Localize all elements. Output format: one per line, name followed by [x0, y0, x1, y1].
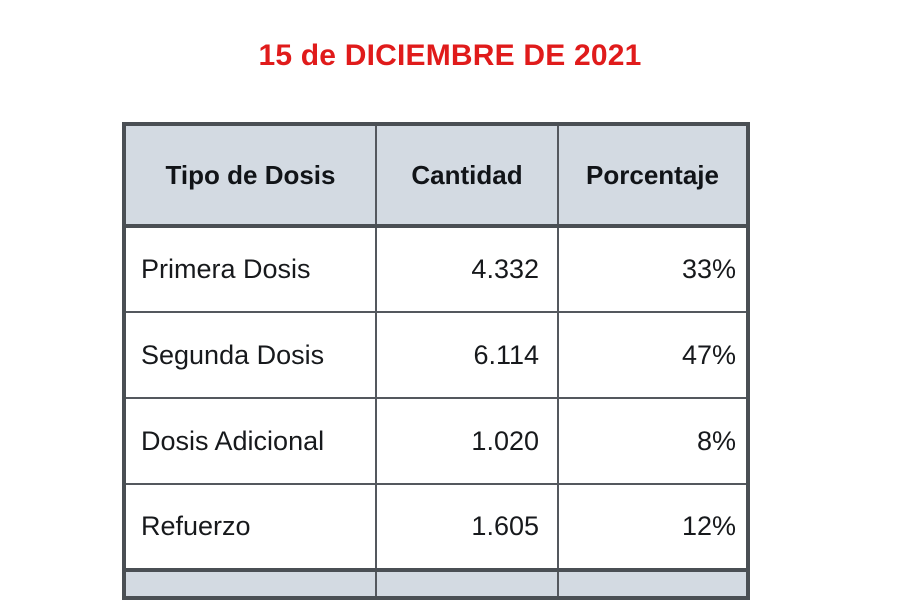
page-title: 15 de DICIEMBRE DE 2021: [258, 39, 642, 72]
cell-cantidad: 1.020: [376, 398, 559, 485]
cell-porcentaje-total: [558, 568, 746, 596]
cell-tipo: Primera Dosis: [126, 226, 377, 313]
table-body: Primera Dosis 4.332 33% Segunda Dosis 6.…: [126, 226, 746, 596]
column-header-porcentaje: Porcentaje: [558, 126, 746, 228]
table-header: Tipo de Dosis Cantidad Porcentaje: [126, 126, 746, 228]
cell-porcentaje: 8%: [558, 398, 746, 485]
column-header-tipo-de-dosis: Tipo de Dosis: [126, 126, 377, 228]
cell-cantidad: 4.332: [376, 226, 559, 313]
cell-cantidad: 6.114: [376, 312, 559, 399]
cell-cantidad-total: [376, 568, 559, 596]
cell-porcentaje: 33%: [558, 226, 746, 313]
table-row: Primera Dosis 4.332 33%: [126, 226, 746, 313]
cell-tipo: Segunda Dosis: [126, 312, 377, 399]
table-header-row: Tipo de Dosis Cantidad Porcentaje: [126, 126, 746, 228]
dose-table: Tipo de Dosis Cantidad Porcentaje Primer…: [126, 126, 746, 596]
table-row-total: [126, 568, 746, 596]
cell-porcentaje: 12%: [558, 484, 746, 571]
table-row: Segunda Dosis 6.114 47%: [126, 312, 746, 399]
column-header-cantidad: Cantidad: [376, 126, 559, 228]
table-row: Refuerzo 1.605 12%: [126, 484, 746, 571]
cell-porcentaje: 47%: [558, 312, 746, 399]
dose-table-container: Tipo de Dosis Cantidad Porcentaje Primer…: [122, 122, 750, 600]
table-row: Dosis Adicional 1.020 8%: [126, 398, 746, 485]
cell-tipo: Dosis Adicional: [126, 398, 377, 485]
cell-tipo: Refuerzo: [126, 484, 377, 571]
cell-cantidad: 1.605: [376, 484, 559, 571]
cell-tipo-total: [126, 568, 377, 596]
